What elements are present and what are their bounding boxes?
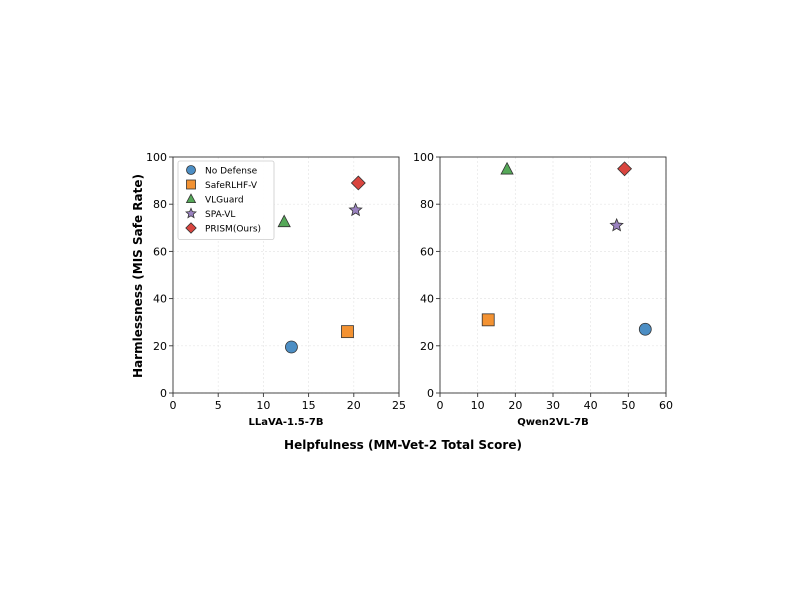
point-spa-vl [348,202,363,217]
x-tick-label: 10 [471,399,485,412]
point-saferlhf-v [481,313,495,327]
plot-frame [172,156,400,394]
y-tick-label: 60 [153,245,167,258]
x-axis-title: Helpfulness (MM-Vet-2 Total Score) [284,438,522,452]
point-vlguard [500,161,514,175]
point-no-defense [638,322,652,336]
legend-marker-vlguard [185,193,197,204]
legend-marker-prism-ours [185,222,197,234]
y-axis-title: Harmlessness (MIS Safe Rate) [131,174,145,378]
legend-marker-spa-vl [185,207,197,219]
x-tick-label: 20 [347,399,361,412]
legend-label-no-defense: No Defense [205,167,258,177]
y-tick-label: 20 [153,340,167,353]
y-tick-label: 0 [160,387,167,400]
y-tick-label: 60 [420,245,434,258]
legend-label-spa-vl: SPA-VL [205,210,235,220]
y-tick-label: 80 [153,198,167,211]
legend-box [177,160,275,240]
y-tick-label: 0 [427,387,434,400]
x-tick-label: 15 [302,399,316,412]
point-spa-vl [609,217,624,232]
x-tick-label: 40 [584,399,598,412]
point-no-defense [285,340,298,354]
y-tick-label: 40 [420,293,434,306]
x-tick-label: 0 [170,399,177,412]
legend-marker-saferlhf-v [186,179,196,190]
panel-llava: 0 5 10 15 20 25 0 20 40 60 80 100 LLaVA-1.5-7B [146,151,406,428]
x-tick-label: 30 [546,399,560,412]
x-tick-label: 60 [659,399,673,412]
panel-label: LLaVA-1.5-7B [249,417,324,428]
y-tick-label: 20 [420,340,434,353]
legend: No Defense SafeRLHF-V VLGuard SPA-VL PRISM(O… [177,160,275,240]
y-tick-label: 100 [413,151,434,164]
panel-qwen2vl: 0 10 20 30 40 50 60 0 20 40 60 80 100 Qwen2VL-7B [413,151,673,428]
y-tick-label: 80 [420,198,434,211]
x-tick-label: 25 [392,399,406,412]
point-prism-ours [617,161,633,177]
x-tick-label: 10 [256,399,270,412]
x-tick-label: 0 [437,399,444,412]
x-tick-label: 5 [215,399,222,412]
x-tick-label: 50 [621,399,635,412]
legend-label-saferlhf-v: SafeRLHF-V [205,181,258,191]
point-saferlhf-v [341,325,354,339]
x-tick-label: 20 [508,399,522,412]
legend-marker-no-defense [186,165,196,175]
y-tick-label: 100 [146,151,167,164]
point-prism-ours [350,175,366,191]
legend-label-prism-ours: PRISM(Ours) [205,225,261,235]
legend-label-vlguard: VLGuard [205,196,244,206]
panel-label: Qwen2VL-7B [517,417,588,428]
point-vlguard [277,214,291,228]
y-tick-label: 40 [153,293,167,306]
